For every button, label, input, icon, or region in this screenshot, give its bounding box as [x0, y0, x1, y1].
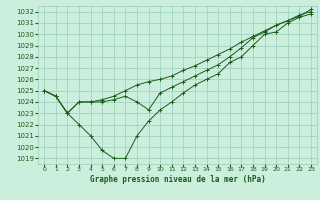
X-axis label: Graphe pression niveau de la mer (hPa): Graphe pression niveau de la mer (hPa)	[90, 175, 266, 184]
